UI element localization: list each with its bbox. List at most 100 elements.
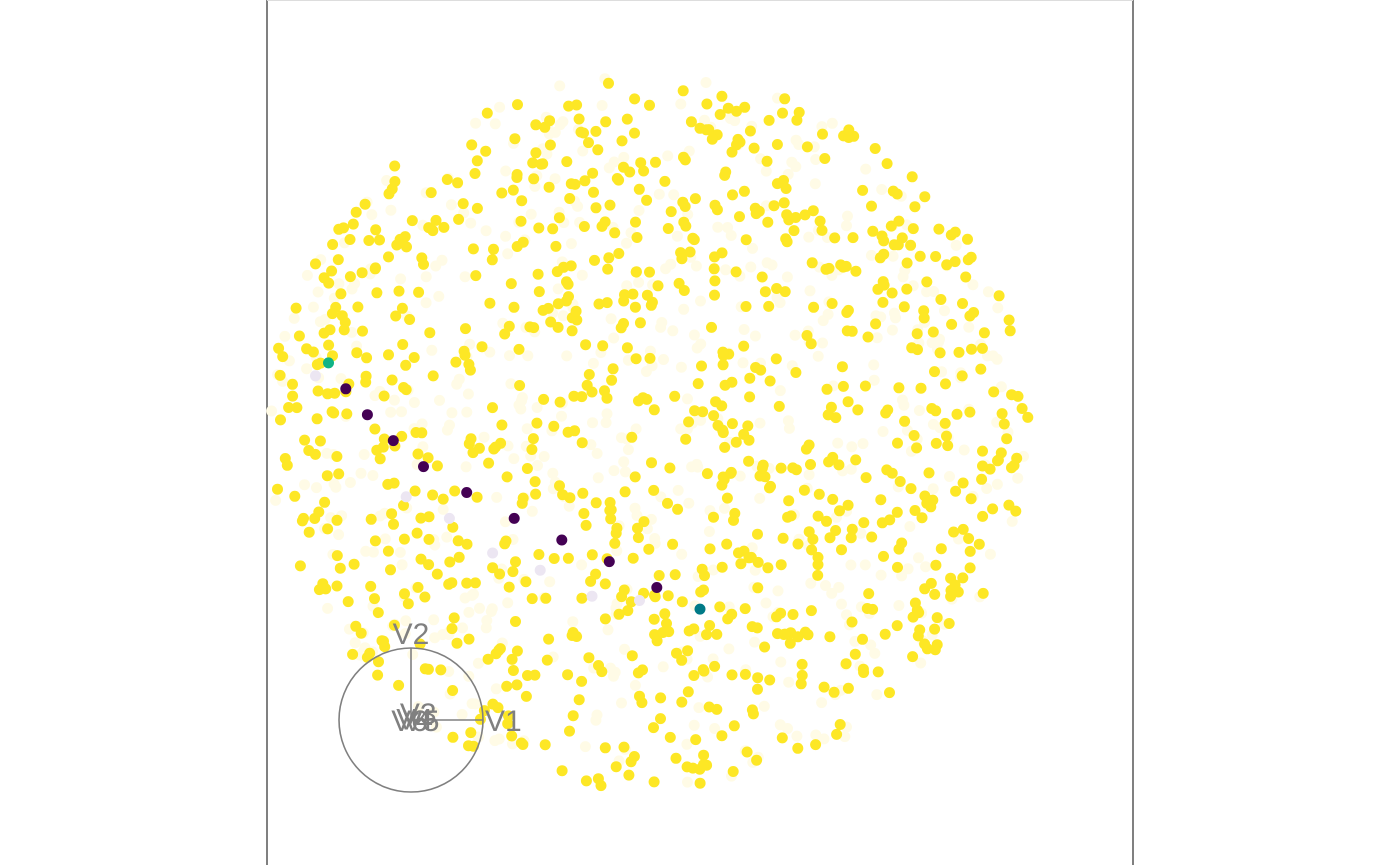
data-point <box>977 445 988 457</box>
data-point <box>323 339 335 351</box>
faint-point <box>723 643 735 655</box>
data-point <box>496 187 508 199</box>
data-point <box>696 563 708 575</box>
data-point <box>957 572 969 584</box>
data-point <box>423 533 435 545</box>
data-point <box>743 434 755 446</box>
data-point <box>570 305 582 317</box>
data-point <box>452 535 464 547</box>
data-point <box>787 462 799 474</box>
data-point <box>742 420 754 432</box>
data-point <box>515 215 527 227</box>
data-point <box>771 283 783 294</box>
data-point <box>350 206 362 218</box>
highlighted-point <box>487 547 499 559</box>
data-point <box>476 341 488 353</box>
highlighted-point <box>651 582 663 593</box>
data-point <box>919 638 931 650</box>
faint-point <box>557 310 569 322</box>
faint-point <box>585 439 597 451</box>
data-point <box>592 144 604 156</box>
data-point <box>1003 499 1015 511</box>
data-point <box>532 268 544 280</box>
faint-point <box>871 689 883 701</box>
highlighted-point <box>323 357 334 369</box>
data-point <box>626 431 638 443</box>
faint-point <box>633 205 645 216</box>
data-point <box>578 508 590 519</box>
data-point <box>632 532 644 544</box>
faint-point <box>939 305 950 317</box>
faint-point <box>695 295 706 307</box>
data-point <box>333 223 345 235</box>
data-point <box>568 390 580 402</box>
data-point <box>609 537 621 549</box>
data-point <box>1003 314 1015 326</box>
faint-point <box>579 741 591 753</box>
data-point <box>622 605 634 617</box>
data-point <box>669 390 681 402</box>
data-point <box>632 667 644 679</box>
faint-point <box>279 330 291 342</box>
faint-point <box>549 126 561 138</box>
data-point <box>281 459 293 471</box>
data-point <box>669 569 681 581</box>
data-point <box>383 188 395 200</box>
data-point <box>790 212 802 223</box>
faint-point <box>484 346 496 358</box>
data-point <box>866 531 878 543</box>
data-point <box>704 620 716 631</box>
faint-point <box>890 312 901 324</box>
data-point <box>494 568 506 580</box>
faint-point <box>1012 472 1024 484</box>
data-point <box>730 266 742 278</box>
faint-point <box>461 406 473 418</box>
faint-point <box>810 154 822 165</box>
data-point <box>561 156 573 168</box>
data-point <box>821 383 833 395</box>
data-point <box>725 466 737 478</box>
faint-point <box>508 453 520 465</box>
data-point <box>728 720 740 732</box>
data-point <box>888 239 900 251</box>
data-point <box>583 652 595 664</box>
faint-point <box>616 697 627 709</box>
faint-point <box>720 264 732 276</box>
projection-axis-label-v6: V6 <box>391 705 428 738</box>
data-point <box>449 485 461 497</box>
faint-point <box>621 237 632 249</box>
faint-point <box>671 230 683 242</box>
data-point <box>763 300 775 312</box>
data-point <box>911 442 923 454</box>
faint-point <box>288 312 300 324</box>
faint-point <box>525 208 537 220</box>
faint-point <box>865 639 877 651</box>
data-point <box>771 178 783 190</box>
data-point <box>599 613 611 625</box>
data-point <box>941 259 953 271</box>
data-point <box>618 741 630 753</box>
faint-point <box>734 470 746 482</box>
data-point <box>965 251 977 263</box>
data-point <box>401 241 412 253</box>
faint-point <box>818 733 830 745</box>
data-point <box>837 380 849 392</box>
data-point <box>842 396 854 408</box>
data-point <box>740 234 752 246</box>
faint-point <box>428 614 440 626</box>
faint-point <box>812 350 824 362</box>
data-point <box>805 459 816 470</box>
data-point <box>859 380 871 392</box>
data-point <box>788 225 800 237</box>
data-point <box>318 272 330 284</box>
data-point <box>342 596 354 608</box>
data-point <box>554 396 566 408</box>
highlighted-point <box>508 512 520 524</box>
faint-point <box>817 315 829 327</box>
faint-point <box>358 449 370 460</box>
faint-point <box>738 324 750 335</box>
data-point <box>770 353 782 365</box>
data-point <box>557 489 569 501</box>
data-point <box>425 187 437 199</box>
data-point <box>812 551 824 563</box>
